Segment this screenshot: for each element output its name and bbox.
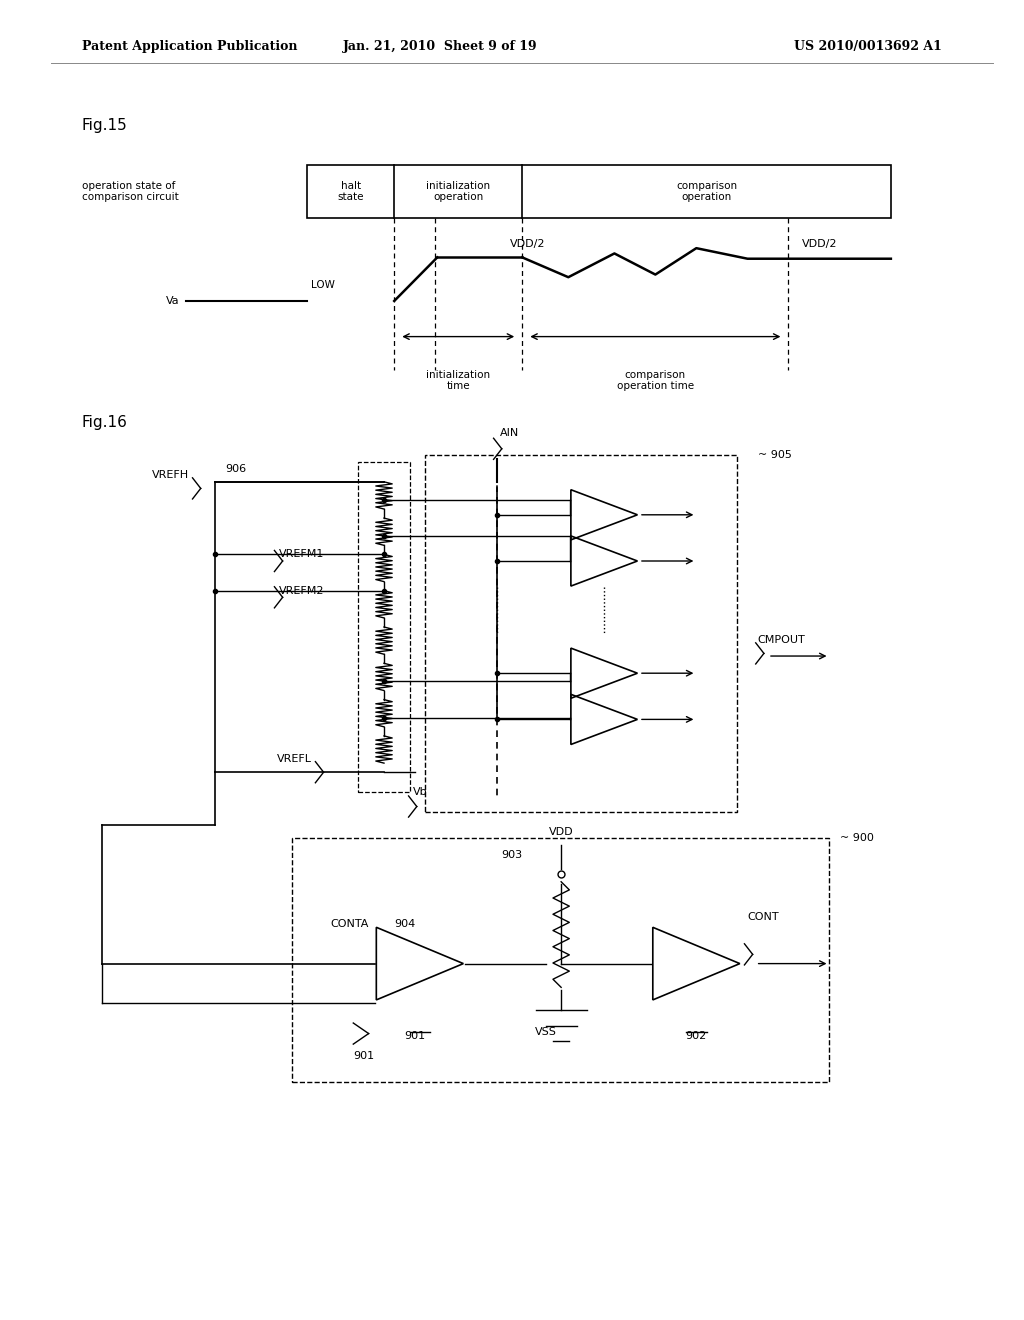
- Text: initialization
operation: initialization operation: [426, 181, 490, 202]
- Text: CONT: CONT: [748, 912, 779, 923]
- Text: Fig.15: Fig.15: [82, 117, 128, 133]
- Text: 903: 903: [501, 850, 522, 861]
- Text: VREFM1: VREFM1: [279, 549, 324, 560]
- Text: Va: Va: [166, 296, 179, 306]
- Text: Patent Application Publication: Patent Application Publication: [82, 40, 297, 53]
- Text: ~ 900: ~ 900: [840, 833, 873, 843]
- Bar: [307, 165, 891, 218]
- Text: 902: 902: [686, 1031, 707, 1041]
- Text: initialization
time: initialization time: [426, 370, 490, 391]
- Text: VSS: VSS: [535, 1027, 557, 1038]
- Text: VDD/2: VDD/2: [802, 239, 837, 249]
- Text: Vb: Vb: [413, 787, 427, 797]
- Text: US 2010/0013692 A1: US 2010/0013692 A1: [795, 40, 942, 53]
- Text: VREFH: VREFH: [153, 470, 189, 480]
- Bar: [292, 838, 829, 1082]
- Text: Fig.16: Fig.16: [82, 414, 128, 430]
- Bar: [358, 462, 410, 792]
- Bar: [425, 455, 737, 812]
- Text: LOW: LOW: [310, 280, 335, 290]
- Text: 901: 901: [404, 1031, 425, 1041]
- Text: VDD/2: VDD/2: [510, 239, 545, 249]
- Text: 901: 901: [353, 1051, 374, 1061]
- Text: halt
state: halt state: [338, 181, 364, 202]
- Text: Jan. 21, 2010  Sheet 9 of 19: Jan. 21, 2010 Sheet 9 of 19: [343, 40, 538, 53]
- Text: AIN: AIN: [500, 428, 519, 438]
- Text: VREFM2: VREFM2: [279, 586, 324, 595]
- Text: comparison
operation: comparison operation: [676, 181, 737, 202]
- Text: CONTA: CONTA: [331, 919, 369, 929]
- Text: comparison
operation time: comparison operation time: [616, 370, 694, 391]
- Text: 906: 906: [225, 463, 247, 474]
- Text: CMPOUT: CMPOUT: [758, 635, 806, 645]
- Text: 904: 904: [394, 919, 416, 929]
- Text: VDD: VDD: [549, 826, 573, 837]
- Text: ~ 905: ~ 905: [758, 450, 792, 461]
- Text: VREFL: VREFL: [278, 754, 312, 764]
- Text: operation state of
comparison circuit: operation state of comparison circuit: [82, 181, 178, 202]
